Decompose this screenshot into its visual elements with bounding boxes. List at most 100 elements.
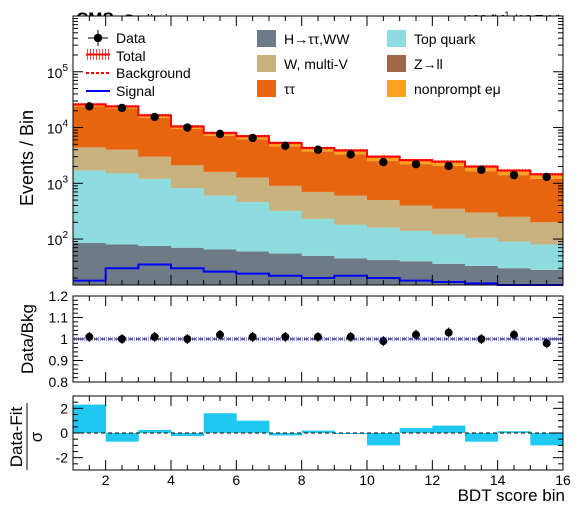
stack-bar-wvv-14 bbox=[497, 216, 531, 242]
x-tick-label-2: 2 bbox=[102, 472, 110, 488]
ratio-point-14 bbox=[510, 330, 518, 339]
x-tick-label-14: 14 bbox=[490, 472, 506, 488]
stack-bar-tautau-15 bbox=[530, 178, 564, 223]
pull-ytick-label-2: 2 bbox=[60, 400, 68, 416]
data-point-14 bbox=[509, 170, 519, 180]
pull-bar-2 bbox=[105, 433, 139, 442]
legend-top-label: Top quark bbox=[414, 31, 476, 47]
data-point-9 bbox=[346, 150, 355, 159]
pull-ytick-label-0: -2 bbox=[56, 450, 69, 466]
pull-bar-6 bbox=[236, 420, 270, 433]
stack-bar-tautau-7 bbox=[269, 146, 303, 186]
stack-bar-wvv-2 bbox=[105, 149, 139, 174]
stack-bar-htt-11 bbox=[399, 261, 433, 285]
stack-bar-wvv-9 bbox=[334, 195, 368, 225]
pull-ytick-label-1: 0 bbox=[60, 425, 68, 441]
data-point-2 bbox=[117, 103, 127, 113]
legend-zll-swatch bbox=[387, 55, 406, 72]
stack-bar-tautau-11 bbox=[399, 164, 433, 206]
stack-bar-wvv-1 bbox=[73, 147, 107, 171]
stack-bar-tautau-14 bbox=[497, 175, 531, 217]
data-point-12 bbox=[444, 161, 453, 171]
stack-bar-wvv-3 bbox=[138, 156, 172, 179]
pull-bar-14 bbox=[497, 431, 531, 433]
stack-bar-htt-1 bbox=[73, 242, 107, 285]
ratio-ytick-label-3: 1.1 bbox=[49, 310, 69, 326]
main-ytick-label-2: 104 bbox=[47, 119, 69, 137]
stack-bar-top-6 bbox=[236, 202, 270, 252]
ratio-ytick-label-1: 0.9 bbox=[49, 353, 69, 369]
x-axis-title: BDT score bin bbox=[458, 486, 565, 505]
legend-background-label: Background bbox=[116, 65, 191, 81]
legend-tautau-label: ττ bbox=[284, 81, 296, 97]
stack-bar-tautau-13 bbox=[465, 171, 499, 213]
legend-signal-label: Signal bbox=[116, 83, 155, 99]
data-point-13 bbox=[477, 165, 486, 174]
tick-base: 10 bbox=[47, 232, 63, 248]
stack-bar-htt-2 bbox=[105, 244, 139, 285]
stack-bar-htt-15 bbox=[530, 269, 564, 285]
ratio-point-8 bbox=[314, 332, 322, 341]
stack-bar-htt-12 bbox=[432, 263, 466, 285]
tick-exponent: 5 bbox=[62, 63, 68, 74]
stack-bar-tautau-9 bbox=[334, 154, 368, 196]
ratio-point-3 bbox=[150, 332, 159, 341]
tick-exponent: 4 bbox=[62, 119, 68, 130]
ratio-ytick-label-2: 1 bbox=[60, 331, 68, 347]
ratio-point-11 bbox=[412, 330, 420, 339]
pull-bar-7 bbox=[269, 433, 303, 436]
data-point-4 bbox=[183, 123, 192, 132]
pull-y-axis-title-denominator: σ bbox=[27, 431, 46, 442]
stack-bar-wvv-10 bbox=[367, 200, 401, 228]
ratio-point-6 bbox=[248, 332, 257, 341]
legend-nonprompt-swatch bbox=[387, 80, 406, 97]
tick-exponent: 2 bbox=[62, 230, 68, 241]
stack-bar-tautau-4 bbox=[171, 129, 205, 166]
ratio-point-5 bbox=[216, 330, 224, 339]
stack-bar-top-8 bbox=[301, 218, 335, 256]
ratio-point-4 bbox=[183, 335, 192, 343]
ratio-ytick-label-0: 0.8 bbox=[49, 374, 69, 390]
main-ytick-label-3: 105 bbox=[47, 63, 69, 81]
tick-base: 10 bbox=[47, 176, 63, 192]
x-tick-label-10: 10 bbox=[359, 472, 375, 488]
data-point-3 bbox=[150, 112, 159, 122]
tick-exponent: 3 bbox=[62, 174, 68, 185]
pull-bar-11 bbox=[399, 428, 433, 433]
stack-bar-top-13 bbox=[465, 237, 499, 266]
stack-bar-htt-14 bbox=[497, 268, 531, 285]
data-point-6 bbox=[248, 133, 257, 143]
stack-bar-wvv-11 bbox=[399, 205, 433, 231]
pull-bar-3 bbox=[138, 429, 172, 433]
legend-wvv-swatch bbox=[257, 55, 276, 72]
pull-bar-13 bbox=[465, 433, 499, 442]
data-point-1 bbox=[85, 102, 94, 111]
stack-bar-top-14 bbox=[497, 241, 531, 269]
stack-bar-tautau-10 bbox=[367, 161, 401, 201]
legend-top-swatch bbox=[387, 30, 406, 47]
stack-bar-top-3 bbox=[138, 178, 172, 247]
tick-base: 10 bbox=[47, 121, 63, 137]
stack-bar-top-9 bbox=[334, 224, 368, 259]
pull-bar-10 bbox=[367, 433, 401, 446]
stack-bar-tautau-12 bbox=[432, 165, 466, 209]
ratio-point-7 bbox=[281, 332, 290, 341]
stack-bar-htt-6 bbox=[236, 251, 270, 285]
ratio-point-10 bbox=[379, 337, 388, 346]
ratio-point-9 bbox=[346, 332, 355, 341]
stack-bar-wvv-13 bbox=[465, 212, 499, 238]
legend-htt-label: H→ττ,WW bbox=[284, 31, 350, 47]
main-y-axis-title: Events / Bin bbox=[17, 110, 37, 206]
x-tick-label-4: 4 bbox=[167, 472, 175, 488]
stack-bar-tautau-5 bbox=[203, 135, 237, 172]
data-point-8 bbox=[313, 145, 323, 154]
stack-bar-htt-7 bbox=[269, 253, 303, 285]
legend-data-label: Data bbox=[116, 30, 146, 46]
lumi-exponent: -1 bbox=[501, 10, 509, 20]
legend-htt-swatch bbox=[257, 30, 276, 47]
stack-bar-top-1 bbox=[73, 170, 107, 243]
stack-bar-tautau-2 bbox=[105, 108, 139, 150]
